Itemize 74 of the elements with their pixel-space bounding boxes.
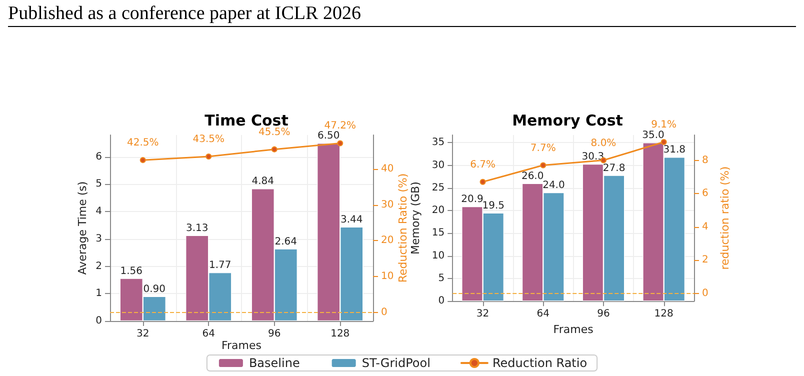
y-tick-label: 0 [96,316,102,326]
y2-tick-label: 40 [381,164,394,175]
data-label: 6.7% [470,159,496,170]
x-tick-label: 64 [536,308,550,320]
y2-tick-label: 30 [381,199,394,210]
data-label: 31.8 [663,144,686,156]
data-label: 7.7% [530,142,556,154]
data-label: 6.50 [317,130,340,142]
y2-tick-label: 6 [702,188,708,200]
data-label: 20.9 [461,194,484,206]
data-label: 26.0 [521,170,544,182]
y-tick-label: 5 [96,178,102,190]
y-tick-label: 25 [432,182,445,194]
data-label: 43.5% [192,134,225,146]
point [480,178,486,185]
y-axis-title: Average Time (s) [76,181,89,275]
data-label: 45.5% [258,126,290,138]
point [206,154,212,160]
y-tick-label: 20 [432,205,445,216]
y2-tick-label: 0 [381,306,388,318]
legend-label: Baseline [248,356,300,370]
y-tick-label: 0 [438,296,445,307]
data-label: 3.44 [340,214,363,226]
y-tick-label: 5 [438,272,445,284]
y2-axis-title: reduction ratio (%) [718,166,732,270]
y-tick-label: 30 [432,160,445,171]
data-label: 47.2% [324,120,356,132]
data-label: 8.0% [590,138,616,149]
x-tick-label: 96 [597,308,610,320]
x-tick-label: 32 [476,308,490,320]
y-tick-label: 2 [96,260,102,272]
data-label: 24.0 [542,180,565,191]
data-label: 9.1% [651,119,677,130]
x-tick-label: 128 [330,328,350,340]
point [140,157,146,164]
y2-tick-label: 0 [702,288,708,299]
data-label: 0.90 [143,284,166,295]
x-axis-title: Frames [553,323,594,336]
chart-title: Memory Cost [512,112,623,130]
y-tick-label: 3 [96,233,102,244]
x-tick-label: 64 [202,328,215,340]
data-label: 19.5 [482,200,504,212]
text: Published as a conference paper at ICLR 2026 [8,3,361,24]
data-label: 3.13 [186,222,208,234]
y-tick-label: 1 [96,288,102,300]
x-tick-label: 128 [654,308,674,320]
y-tick-label: 10 [432,250,445,262]
y2-tick-label: 8 [702,154,708,166]
point [540,162,546,168]
point [660,138,667,145]
y-axis-title: Memory (GB) [409,182,422,254]
data-label: 1.77 [209,260,232,272]
y-tick-label: 15 [432,228,445,239]
legend-label: ST-GridPool [362,356,430,370]
y2-axis-title: Reduction Ratio (%) [396,173,410,283]
y2-tick-label: 4 [702,221,708,232]
x-tick-label: 32 [136,328,150,340]
y2-tick-label: 2 [702,254,708,266]
point [271,146,278,152]
y-tick-label: 6 [96,151,102,162]
y2-tick-label: 10 [381,271,394,282]
data-label: 1.56 [120,266,142,277]
data-label: 42.5% [126,138,159,149]
y-tick-label: 35 [432,137,445,148]
data-label: 27.8 [602,162,626,174]
x-tick-label: 96 [268,328,281,340]
y-tick-label: 4 [96,206,102,218]
legend-label: Reduction Ratio [492,356,588,370]
data-label: 4.84 [252,176,274,188]
data-label: 35.0 [642,130,664,142]
data-label: 2.64 [274,236,298,248]
x-axis-title: Frames [221,338,262,352]
point [337,140,344,146]
y2-tick-label: 20 [381,235,394,246]
